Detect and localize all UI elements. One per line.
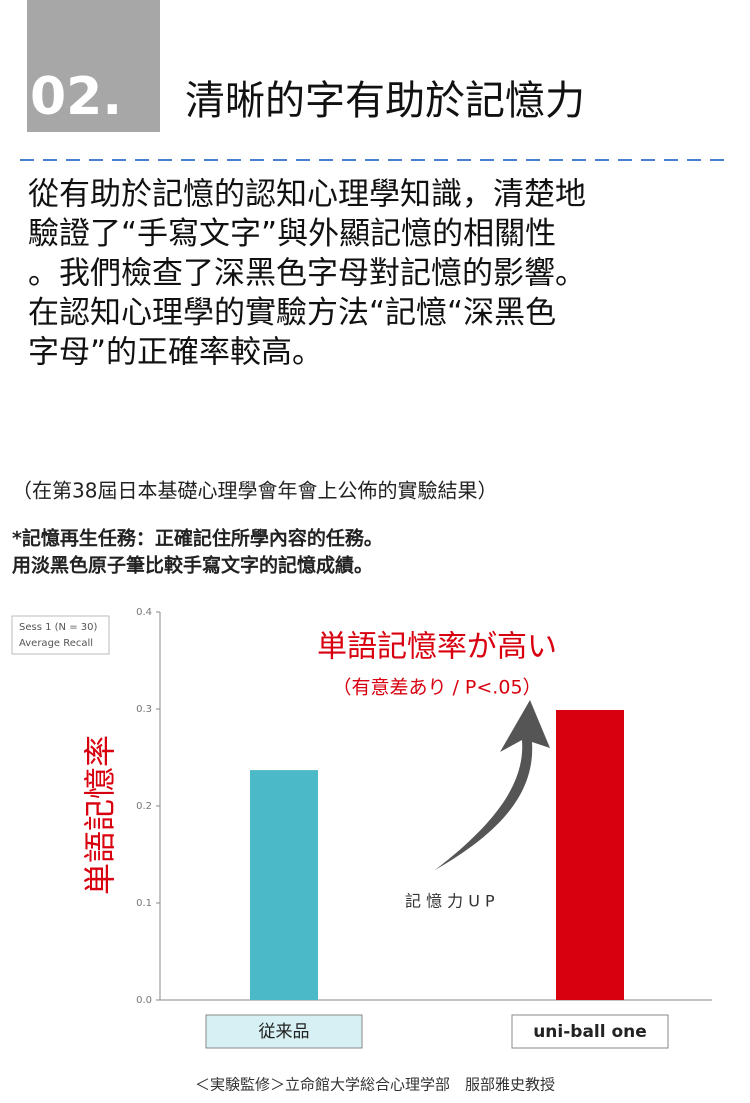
x-tick-label: 従来品 [259,1022,310,1042]
task-note: 用淡黑色原子筆比較手寫文字的記憶成績。 [12,554,373,577]
x-tick-label: uni-ball one [533,1022,647,1042]
legend-text: Sess 1 (N = 30) [19,622,97,633]
section-number: 02. [30,67,122,127]
bar [250,770,318,1000]
y-tick-label: 0.2 [136,801,152,812]
source-note: （在第38屆日本基礎心理學會年會上公佈的實驗結果） [12,479,497,503]
category-box [205,1014,363,1049]
annotation: （有意差あり / P<.05） [332,677,541,699]
annotation: 単語記憶率が高い [317,630,557,665]
body-line: 。我們檢查了深黑色字母對記憶的影響。 [28,256,586,292]
body-line: 在認知心理學的實驗方法“記憶“深黑色 [28,295,556,331]
body-line: 從有助於記憶的認知心理學知識，清楚地 [28,177,586,213]
legend-text: Average Recall [19,638,93,649]
y-tick-label: 0.4 [136,607,152,618]
category-box [511,1014,669,1049]
y-tick-label: 0.0 [136,995,152,1006]
legend-box [11,615,110,655]
section-title: 清晰的字有助於記憶力 [185,78,585,124]
annotation: 記 憶 力 U P [405,892,495,911]
y-axis-label: 単語記憶率 [81,735,119,895]
arrow [435,700,550,870]
y-tick-label: 0.1 [136,898,152,909]
body-line: 字母”的正確率較高。 [28,335,323,371]
bar [556,709,624,1000]
y-tick-label: 0.3 [136,704,152,715]
task-note: *記憶再生任務：正確記住所學內容的任務。 [12,527,383,550]
number-box [27,0,160,132]
body-line: 驗證了“手寫文字”與外顯記憶的相關性 [28,216,556,252]
footer: ＜実験監修＞立命館大学総合心理学部 服部雅史教授 [195,1076,555,1094]
